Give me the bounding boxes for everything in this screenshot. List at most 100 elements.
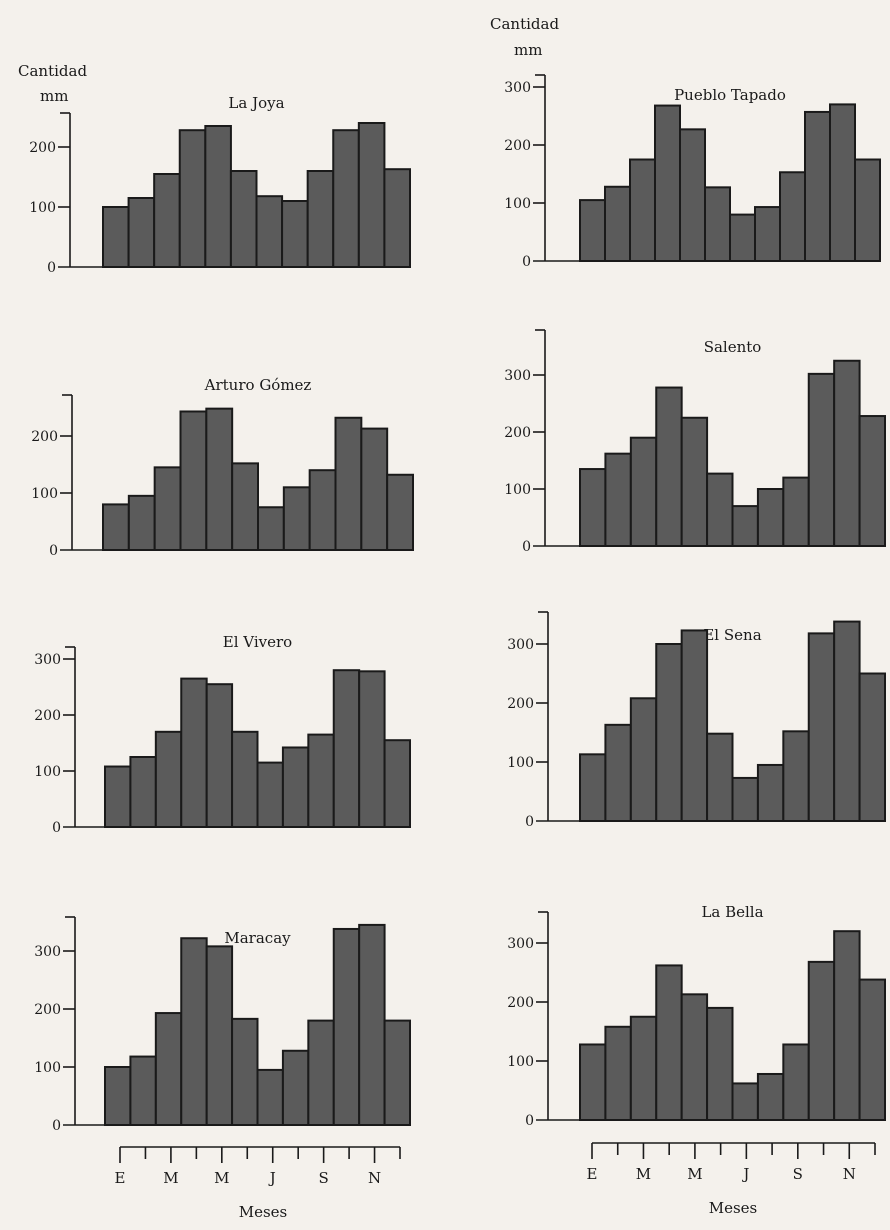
chart-title: El Sena (703, 626, 761, 644)
bar (579, 468, 607, 547)
bar (654, 104, 681, 262)
bar (178, 129, 207, 268)
bar (127, 494, 156, 552)
chart-title: La Joya (228, 94, 284, 112)
y-tick-label: 100 (504, 482, 531, 498)
bar (756, 1072, 785, 1121)
chart-la-bella: La Bella 0 100 200 300 (507, 903, 886, 1129)
bar (629, 697, 658, 823)
bar (358, 670, 386, 828)
y-tick-label: 100 (29, 200, 56, 216)
y-tick-label: 0 (47, 260, 56, 276)
bar (129, 756, 157, 828)
y-tick-label: 100 (507, 755, 534, 771)
bar (360, 427, 389, 551)
bar (858, 978, 886, 1122)
y-axis-unit-left: mm (40, 87, 69, 105)
y-tick-label: 200 (507, 995, 534, 1011)
chart-arturo-gómez: Arturo Gómez 0 100 200 (31, 376, 414, 559)
month-axis-left: E M M J S N Meses (115, 1146, 401, 1221)
bar (629, 158, 656, 262)
bar (704, 186, 731, 262)
bar (179, 410, 208, 551)
y-tick-label: 100 (507, 1054, 534, 1070)
bar (731, 1082, 759, 1122)
bar (655, 386, 683, 548)
bar (231, 462, 260, 551)
bar (604, 185, 631, 262)
bar (281, 1049, 310, 1127)
y-tick-label: 0 (52, 820, 61, 836)
x-axis-title: Meses (709, 1199, 758, 1217)
y-tick-label: 0 (525, 1113, 534, 1129)
bar (256, 761, 284, 828)
month-label: M (636, 1165, 651, 1183)
bar (205, 683, 234, 829)
bar (282, 486, 311, 551)
bar (104, 765, 132, 829)
bar (383, 1019, 412, 1126)
bar (858, 415, 886, 548)
bar (307, 733, 335, 828)
bar (153, 173, 181, 268)
y-tick-label: 0 (525, 814, 534, 830)
y-tick-label: 300 (504, 80, 531, 96)
bar (332, 927, 361, 1127)
chart-maracay: Maracay 0 100 200 300 (34, 916, 412, 1134)
y-axis-title-left: Cantidad (18, 62, 88, 80)
y-tick-label: 200 (34, 1002, 61, 1018)
bar (604, 452, 632, 547)
bar (231, 730, 259, 828)
x-axis-title: Meses (239, 1203, 288, 1221)
month-label: J (741, 1165, 749, 1183)
bar (358, 923, 386, 1127)
bar (579, 1043, 607, 1121)
bar (804, 110, 831, 262)
chart-el-vivero: El Vivero 0 100 200 300 (34, 633, 412, 836)
bar (754, 206, 781, 262)
bar (579, 753, 607, 823)
y-tick-label: 300 (34, 944, 61, 960)
bar (281, 200, 309, 268)
bar (807, 960, 836, 1121)
bar (679, 128, 706, 262)
bar (153, 466, 182, 552)
month-label: E (115, 1169, 126, 1187)
y-tick-label: 200 (504, 138, 531, 154)
bar (629, 1015, 658, 1121)
bar (604, 723, 632, 823)
y-tick-label: 100 (34, 1060, 61, 1076)
y-tick-label: 200 (34, 708, 61, 724)
bar (604, 1025, 632, 1122)
bar (655, 643, 683, 822)
bar (779, 171, 806, 262)
bar (306, 170, 335, 268)
y-tick-label: 300 (507, 936, 534, 952)
chart-title: Arturo Gómez (204, 376, 312, 394)
y-tick-label: 300 (504, 368, 531, 384)
bar (383, 168, 411, 268)
y-tick-label: 200 (31, 429, 58, 445)
month-label: M (214, 1169, 229, 1187)
y-tick-label: 0 (522, 539, 531, 555)
bar (229, 170, 258, 268)
month-label: E (587, 1165, 598, 1183)
bar (307, 1019, 335, 1126)
bar (332, 669, 361, 829)
bar (332, 129, 360, 268)
chart-el-sena: El Sena 0 100 200 300 (507, 611, 886, 830)
y-tick-label: 100 (31, 486, 58, 502)
bar (756, 763, 785, 823)
bar (680, 629, 709, 822)
bar (833, 359, 861, 547)
bar (655, 964, 683, 1121)
bar (680, 416, 709, 547)
bar (782, 730, 810, 823)
chart-la-joya: La Joya 0 100 200 (29, 94, 411, 276)
bar (308, 469, 337, 552)
y-tick-label: 200 (504, 425, 531, 441)
bar (731, 776, 759, 822)
bar (154, 1012, 183, 1126)
